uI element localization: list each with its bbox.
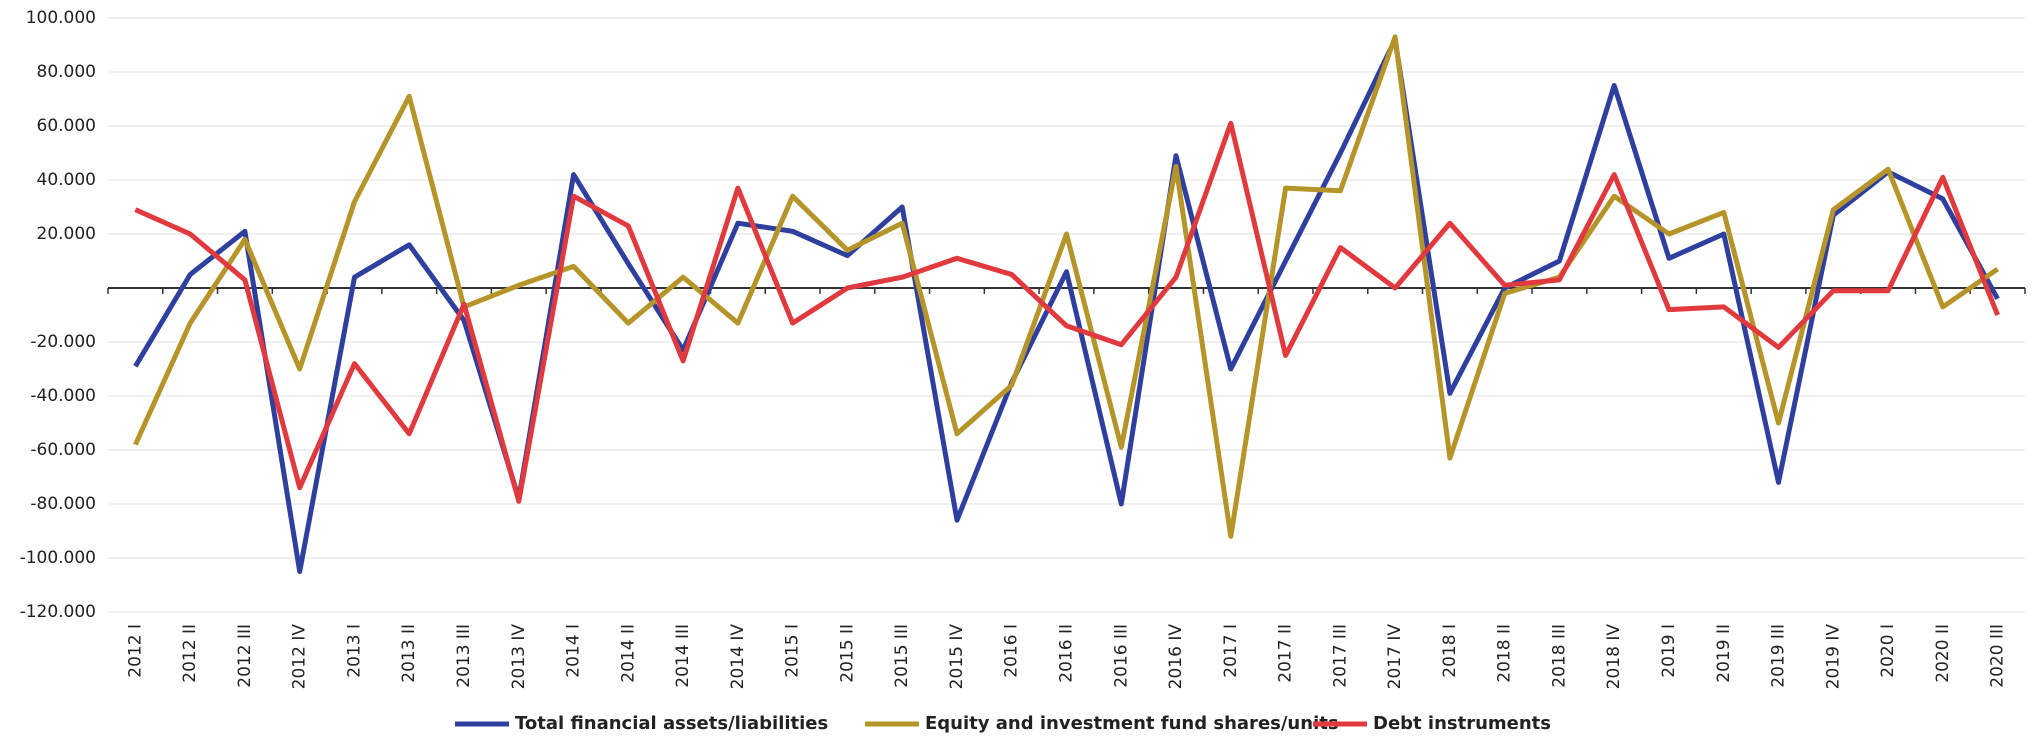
x-tick-label: 2014 I: [564, 624, 584, 678]
legend-label: Equity and investment fund shares/units: [925, 713, 1339, 734]
y-tick-label: 80.000: [37, 62, 96, 82]
x-tick-label: 2013 III: [454, 624, 474, 688]
x-tick-label: 2019 II: [1714, 624, 1734, 683]
y-tick-label: -40.000: [30, 386, 96, 406]
series-line: [133, 37, 2000, 574]
y-tick-label: 60.000: [37, 116, 96, 136]
legend-label: Debt instruments: [1373, 713, 1551, 734]
x-tick-label: 2014 II: [618, 624, 638, 683]
x-tick-label: 2019 I: [1659, 624, 1679, 678]
x-tick-label: 2020 III: [1988, 624, 2008, 688]
x-tick-label: 2015 II: [837, 624, 857, 683]
x-tick-label: 2015 IV: [947, 624, 967, 690]
x-tick-label: 2013 II: [399, 624, 419, 683]
x-tick-label: 2020 I: [1878, 624, 1898, 678]
x-tick-label: 2020 II: [1933, 624, 1953, 683]
x-tick-label: 2018 I: [1440, 624, 1460, 678]
y-tick-label: 40.000: [37, 170, 96, 190]
x-tick-label: 2012 II: [180, 624, 200, 683]
legend-label: Total financial assets/liabilities: [515, 713, 828, 734]
x-tick-label: 2018 II: [1495, 624, 1515, 683]
x-tick-label: 2013 IV: [509, 624, 529, 690]
x-tick-label: 2014 IV: [728, 624, 748, 690]
x-tick-label: 2016 IV: [1166, 624, 1186, 690]
x-tick-label: 2016 III: [1111, 624, 1131, 688]
x-tick-label: 2017 III: [1330, 624, 1350, 688]
series-line: [133, 34, 2000, 539]
x-tick-label: 2018 III: [1549, 624, 1569, 688]
x-tick-label: 2013 I: [344, 624, 364, 678]
y-tick-label: -100.000: [20, 548, 96, 568]
y-tick-label: -20.000: [30, 332, 96, 352]
x-tick-label: 2015 III: [892, 624, 912, 688]
x-tick-label: 2019 III: [1769, 624, 1789, 688]
x-tick-label: 2012 III: [235, 624, 255, 688]
y-tick-label: 100.000: [26, 8, 96, 28]
series-line: [134, 120, 2000, 504]
x-tick-label: 2018 IV: [1604, 624, 1624, 690]
x-tick-label: 2015 I: [783, 624, 803, 678]
y-tick-label: 20.000: [37, 224, 96, 244]
x-tick-label: 2014 III: [673, 624, 693, 688]
x-tick-label: 2012 I: [125, 624, 145, 678]
y-tick-label: -120.000: [20, 602, 96, 622]
y-tick-label: -80.000: [30, 494, 96, 514]
x-tick-label: 2012 IV: [290, 624, 310, 690]
x-tick-label: 2016 I: [1002, 624, 1022, 678]
x-tick-label: 2017 IV: [1385, 624, 1405, 690]
x-tick-label: 2017 II: [1276, 624, 1296, 683]
x-tick-label: 2016 II: [1057, 624, 1077, 683]
y-tick-label: -60.000: [30, 440, 96, 460]
x-tick-label: 2019 IV: [1823, 624, 1843, 690]
x-tick-label: 2017 I: [1221, 624, 1241, 678]
